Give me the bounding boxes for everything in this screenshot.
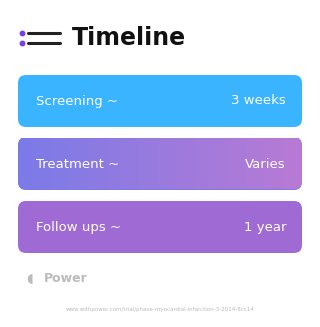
- Text: Varies: Varies: [245, 158, 286, 170]
- Text: Follow ups ~: Follow ups ~: [36, 220, 121, 233]
- FancyBboxPatch shape: [18, 138, 302, 190]
- Text: 3 weeks: 3 weeks: [231, 95, 286, 108]
- Text: www.withpower.com/trial/phase-myocardial-infarction-3-2014-8cc14: www.withpower.com/trial/phase-myocardial…: [66, 307, 254, 313]
- Text: Power: Power: [44, 271, 88, 284]
- Text: 1 year: 1 year: [244, 220, 286, 233]
- Text: Timeline: Timeline: [72, 26, 186, 50]
- Text: Treatment ~: Treatment ~: [36, 158, 119, 170]
- FancyBboxPatch shape: [18, 75, 302, 127]
- Text: ◖: ◖: [27, 271, 33, 284]
- Text: Screening ~: Screening ~: [36, 95, 118, 108]
- FancyBboxPatch shape: [18, 201, 302, 253]
